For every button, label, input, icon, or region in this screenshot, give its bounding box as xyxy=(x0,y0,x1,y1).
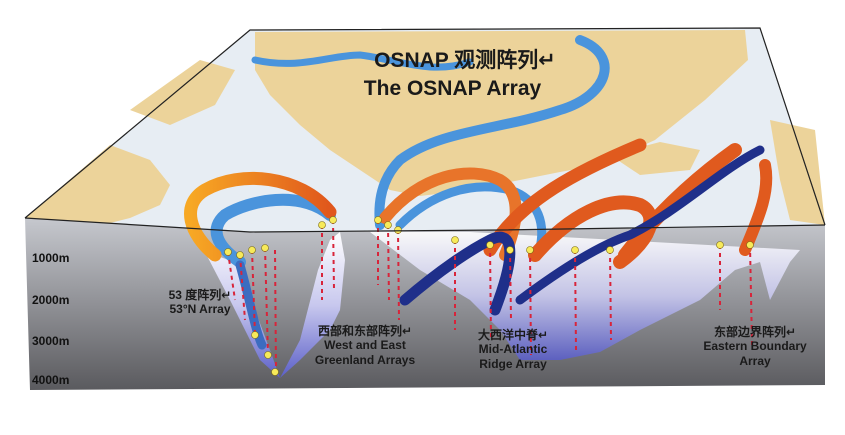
array-greenland-en1: West and East xyxy=(300,338,430,352)
array-eastern-en2: Array xyxy=(690,354,820,368)
array-eastern-zh: 东部边界阵列↵ xyxy=(690,325,820,339)
array-label-greenland: 西部和东部阵列↵ West and East Greenland Arrays xyxy=(300,324,430,367)
depth-label-1000: 1000m xyxy=(32,251,69,265)
array-label-mar: 大西洋中脊↵ Mid-Atlantic Ridge Array xyxy=(458,328,568,371)
array-53n-en: 53°N Array xyxy=(150,302,250,316)
array-eastern-en1: Eastern Boundary xyxy=(690,339,820,353)
array-label-eastern: 东部边界阵列↵ Eastern Boundary Array xyxy=(690,325,820,368)
depth-label-2000: 2000m xyxy=(32,293,69,307)
title-zh: OSNAP 观测阵列↵ xyxy=(345,48,585,73)
array-mar-en1: Mid-Atlantic xyxy=(458,342,568,356)
array-mar-en2: Ridge Array xyxy=(458,357,568,371)
array-mar-zh: 大西洋中脊↵ xyxy=(458,328,568,342)
array-53n-zh: 53 度阵列↵ xyxy=(150,288,250,302)
array-label-53n: 53 度阵列↵ 53°N Array xyxy=(150,288,250,317)
array-greenland-en2: Greenland Arrays xyxy=(300,353,430,367)
depth-label-3000: 3000m xyxy=(32,334,69,348)
array-greenland-zh: 西部和东部阵列↵ xyxy=(300,324,430,338)
title-en: The OSNAP Array xyxy=(345,76,560,101)
depth-label-4000: 4000m xyxy=(32,373,69,387)
